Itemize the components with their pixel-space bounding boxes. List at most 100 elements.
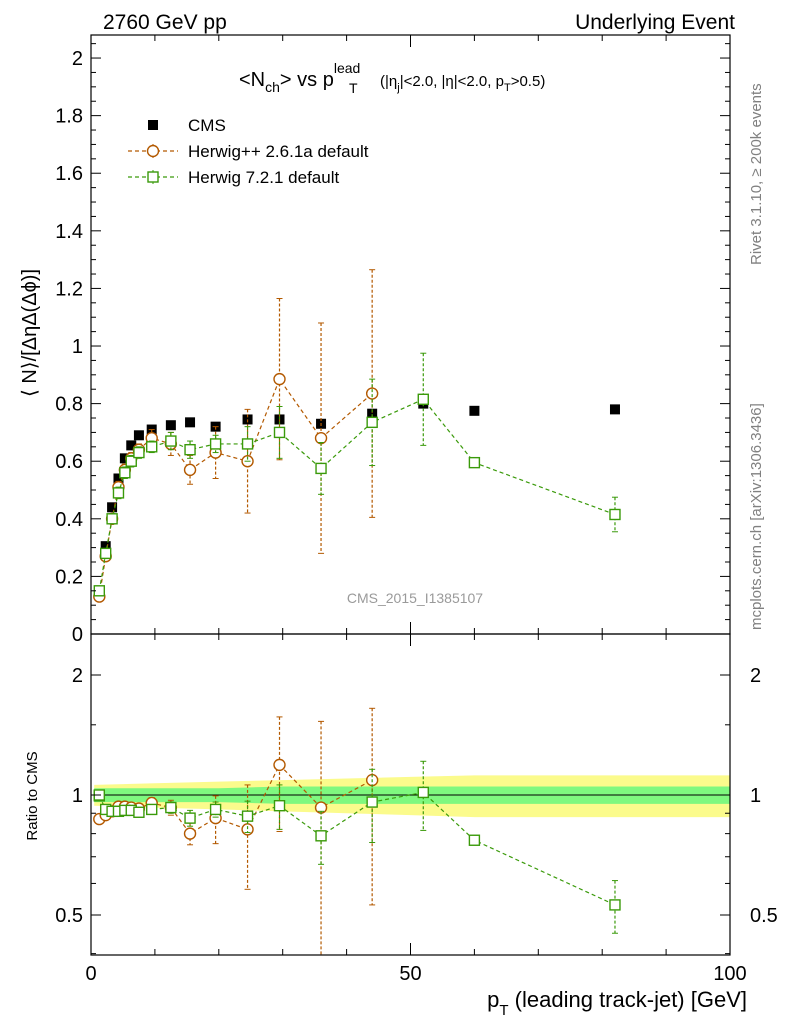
main-point-cms-8: [165, 420, 176, 431]
main-point-cms-6: [133, 430, 144, 441]
main-point-cms-5: [126, 440, 137, 451]
ratio-point-herwig-7-2-1-default-16: [468, 834, 481, 846]
title-cuts: (|ηj|<2.0, |η|<2.0, pT>0.5): [380, 73, 545, 94]
main-point-herwig-7-2-1-default-16: [468, 456, 481, 469]
main-line-herwig-7-2-1-default: [98, 398, 616, 591]
main-ytick-label-5: 1: [72, 336, 83, 358]
ratio-point-herwig-7-2-1-default-10: [209, 803, 222, 816]
legend-marker-herwig-7-2-1-default: [147, 171, 159, 183]
ratio-line-herwig-7-2-1-default: [98, 791, 616, 906]
ratio-ytick-label-left-1: 1: [72, 785, 83, 807]
main-point-herwig-7-2-1-default-6: [133, 446, 145, 459]
ratio-ytick-label-right-1: 1: [750, 785, 761, 807]
main-point-cms-17: [609, 404, 620, 415]
ratio-point-herwig-7-2-1-default-9: [184, 812, 196, 824]
main-ytick-label-10: 2: [72, 48, 83, 70]
title-part-main: <N: [239, 69, 265, 91]
ratio-ytick-label-right-0: 0.5: [750, 905, 778, 927]
title-sub-T: T: [349, 80, 358, 96]
main-ytick-label-7: 1.4: [55, 221, 83, 243]
ratio-ytick-label-right-2: 2: [750, 665, 761, 687]
main-point-cms-4: [119, 453, 130, 464]
ratio-ytick-label-left-2: 2: [72, 665, 83, 687]
main-ytick-label-9: 1.8: [55, 106, 83, 128]
main-point-cms-2: [107, 502, 118, 513]
title-cuts-b-sub: T: [504, 82, 511, 94]
main-point-cms-14: [367, 408, 378, 419]
main-ytick-label-0: 0: [72, 624, 83, 646]
main-point-herwig-7-2-1-default-8: [165, 435, 177, 447]
x-axis-label: pT (leading track-jet) [GeV]: [487, 987, 747, 1019]
main-point-herwig-7-2-1-default-4: [119, 467, 131, 479]
header-left: 2760 GeV pp: [103, 11, 227, 34]
x-axis-label-rest: (leading track-jet) [GeV]: [509, 987, 747, 1012]
legend-label-herwig-2-6-1a-default: Herwig++ 2.6.1a default: [188, 142, 369, 161]
x-axis-label-p: p: [487, 987, 499, 1012]
ratio-point-herwig-7-2-1-default-8: [165, 801, 177, 814]
main-point-herwig-7-2-1-default-7: [146, 441, 158, 453]
main-point-herwig-7-2-1-default-14: [366, 416, 378, 429]
main-y-axis-label: ⟨ N⟩/[ΔηΔ(Δϕ)]: [19, 269, 41, 397]
main-point-herwig-2-6-1a-default-14: [365, 387, 379, 400]
ratio-point-herwig-7-2-1-default-13: [315, 830, 327, 842]
ratio-reference-band: [91, 775, 730, 818]
main-point-herwig-7-2-1-default-13: [315, 462, 327, 475]
main-data-marks: [93, 269, 621, 603]
rivet-side-text: Rivet 3.1.10, ≥ 200k events: [748, 83, 765, 265]
main-plot-frame: [90, 34, 731, 635]
legend-marker-cms: [148, 120, 158, 130]
legend-marker-herwig-2-6-1a-default: [146, 144, 160, 158]
mcplots-side-text: mcplots.cern.ch [arXiv:1306.3436]: [748, 403, 765, 630]
ratio-point-herwig-7-2-1-default-14: [366, 796, 378, 808]
title-part-sup: lead: [334, 60, 360, 76]
main-point-herwig-7-2-1-default-2: [106, 513, 118, 525]
legend-label-cms: CMS: [188, 116, 226, 135]
main-point-herwig-7-2-1-default-12: [273, 426, 286, 439]
main-ytick-label-8: 1.6: [55, 163, 83, 185]
title-cuts-b: |<2.0, |η|<2.0, p: [400, 73, 504, 90]
title-cuts-a: (|η: [380, 73, 397, 90]
main-plot-title: <Nch> vs plead: [239, 60, 360, 95]
main-point-herwig-7-2-1-default-17: [609, 508, 621, 521]
ratio-xtick-label-0: 0: [85, 963, 96, 985]
main-point-cms-16: [469, 405, 480, 416]
main-ytick-label-1: 0.2: [55, 566, 83, 588]
main-point-cms-9: [185, 417, 196, 428]
main-point-herwig-7-2-1-default-15: [417, 393, 429, 405]
main-point-herwig-7-2-1-default-10: [209, 438, 222, 450]
ratio-xtick-label-1: 50: [399, 963, 421, 985]
x-axis-label-sub: T: [499, 1002, 508, 1019]
main-point-cms-3: [113, 473, 124, 484]
ratio-point-herwig-7-2-1-default-7: [146, 803, 158, 816]
title-part-main-sub: ch: [265, 79, 280, 95]
main-ytick-label-3: 0.6: [55, 451, 83, 473]
ratio-point-herwig-7-2-1-default-17: [609, 899, 621, 911]
ratio-point-herwig-7-2-1-default-11: [241, 810, 254, 822]
ratio-xtick-label-2: 100: [713, 963, 746, 985]
main-point-herwig-2-6-1a-default-12: [273, 372, 286, 386]
ratio-point-herwig-7-2-1-default-12: [273, 800, 286, 812]
main-line-herwig-2-6-1a-default: [98, 377, 373, 597]
title-cuts-c: >0.5): [511, 73, 546, 90]
ratio-point-herwig-2-6-1a-default-9: [183, 827, 197, 840]
main-ytick-label-6: 1.2: [55, 278, 83, 300]
title-cuts-a-sub: j: [396, 82, 399, 94]
main-point-herwig-7-2-1-default-3: [112, 487, 125, 499]
analysis-watermark: CMS_2015_I1385107: [347, 590, 483, 606]
ratio-point-herwig-2-6-1a-default-12: [273, 758, 286, 772]
main-point-herwig-2-6-1a-default-9: [183, 463, 197, 477]
main-point-herwig-7-2-1-default-11: [241, 438, 254, 450]
main-point-herwig-7-2-1-default-5: [125, 455, 137, 467]
ratio-data-marks: [93, 707, 621, 955]
ratio-point-herwig-7-2-1-default-15: [417, 786, 429, 799]
ratio-y-axis-label: Ratio to CMS: [24, 751, 41, 840]
legend-label-herwig-7-2-1-default: Herwig 7.2.1 default: [188, 168, 339, 187]
header-right: Underlying Event: [575, 11, 735, 34]
title-part-mid: > vs p: [280, 69, 334, 91]
main-ytick-label-4: 0.8: [55, 394, 83, 416]
axes-layer: 0 0.2 0.4 0.6 0.8 1 1.2 1.4 1.6 1.8 2 0 50 100 0.5 0.5 1…: [55, 34, 778, 985]
main-point-herwig-7-2-1-default-9: [184, 443, 196, 456]
main-point-herwig-7-2-1-default-1: [99, 547, 112, 560]
